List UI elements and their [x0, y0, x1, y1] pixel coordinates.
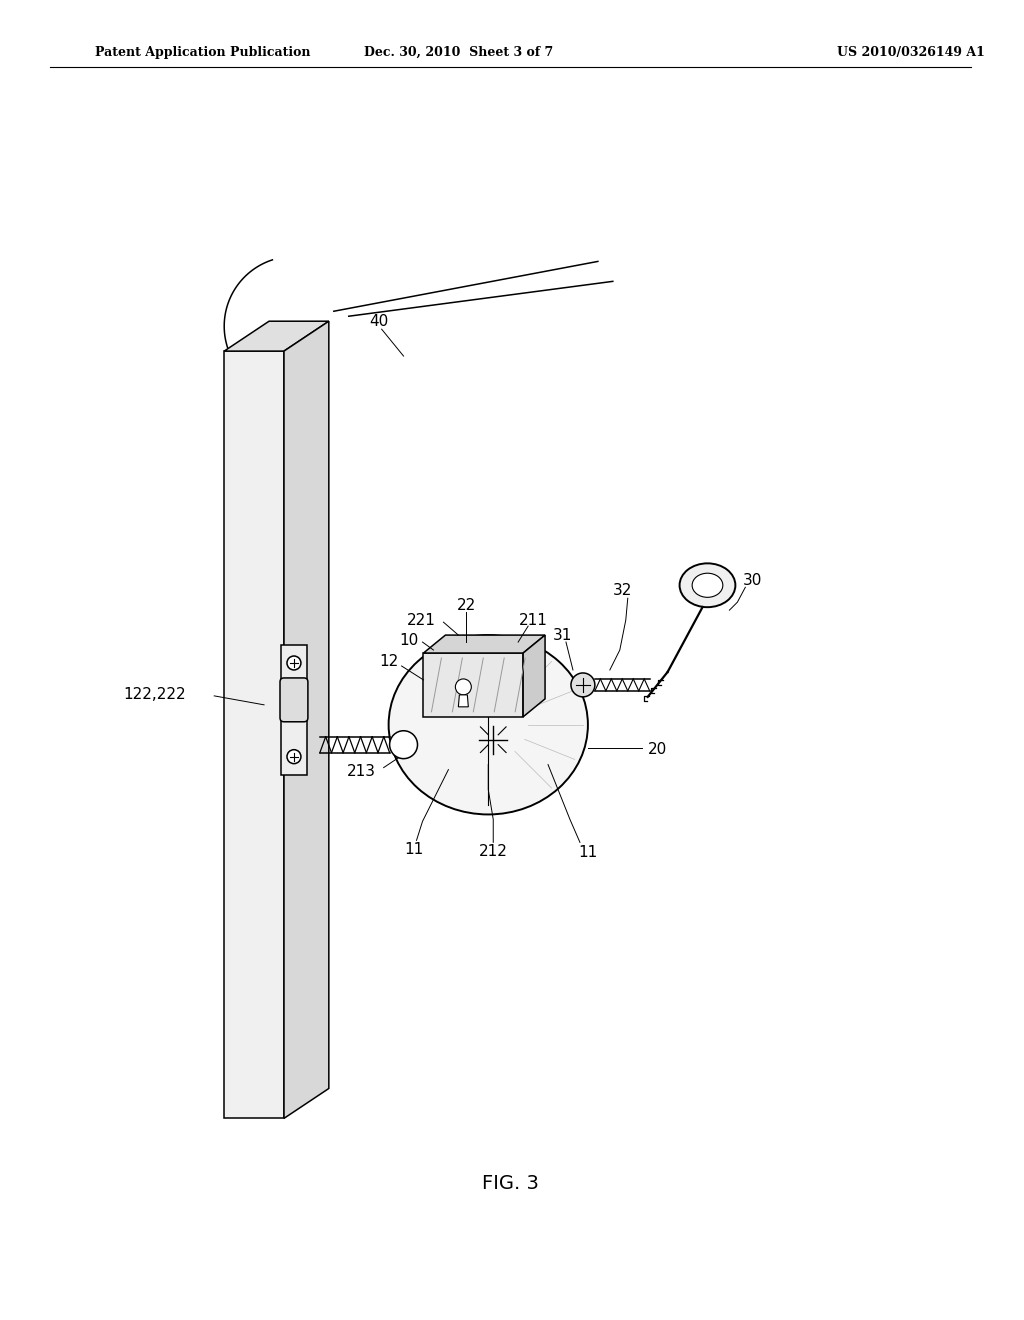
Polygon shape [424, 635, 545, 653]
Polygon shape [424, 653, 523, 717]
Text: 11: 11 [403, 842, 423, 857]
Text: US 2010/0326149 A1: US 2010/0326149 A1 [837, 46, 985, 58]
Text: 31: 31 [553, 627, 572, 643]
Text: Patent Application Publication: Patent Application Publication [94, 46, 310, 58]
Polygon shape [459, 694, 468, 706]
Text: 40: 40 [369, 314, 388, 329]
FancyBboxPatch shape [280, 678, 308, 722]
Circle shape [287, 750, 301, 764]
Circle shape [389, 731, 418, 759]
Text: 213: 213 [347, 764, 376, 779]
Text: 212: 212 [479, 843, 508, 859]
Ellipse shape [692, 573, 723, 598]
Circle shape [571, 673, 595, 697]
Text: 32: 32 [613, 582, 633, 598]
Circle shape [456, 678, 471, 694]
Text: 211: 211 [519, 612, 548, 627]
Ellipse shape [389, 635, 588, 814]
Text: 20: 20 [648, 742, 668, 758]
Polygon shape [284, 321, 329, 1118]
Text: Dec. 30, 2010  Sheet 3 of 7: Dec. 30, 2010 Sheet 3 of 7 [364, 46, 553, 58]
Text: 30: 30 [742, 573, 762, 587]
Text: 221: 221 [408, 612, 436, 627]
Text: FIG. 3: FIG. 3 [481, 1173, 539, 1193]
Ellipse shape [680, 564, 735, 607]
Circle shape [287, 656, 301, 671]
Polygon shape [224, 321, 329, 351]
Text: 11: 11 [579, 845, 598, 859]
Polygon shape [224, 351, 284, 1118]
Polygon shape [281, 645, 307, 775]
Text: 122,222: 122,222 [123, 688, 185, 702]
Text: 22: 22 [457, 598, 476, 612]
Polygon shape [523, 635, 545, 717]
Text: 10: 10 [399, 632, 418, 648]
Text: 12: 12 [379, 655, 398, 669]
